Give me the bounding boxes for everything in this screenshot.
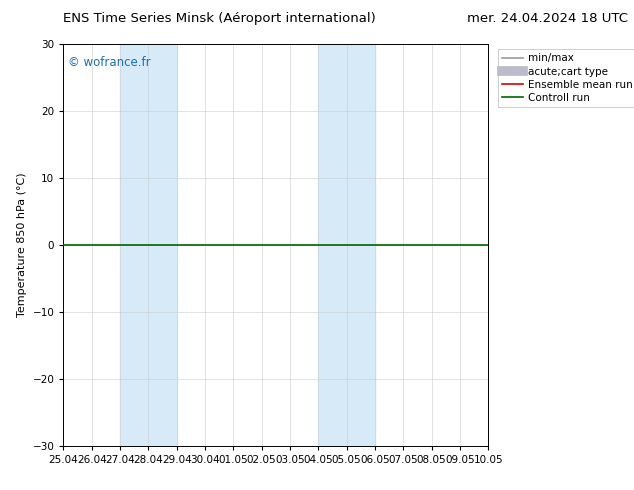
Text: ENS Time Series Minsk (Aéroport international): ENS Time Series Minsk (Aéroport internat…	[63, 12, 376, 25]
Bar	[318, 44, 375, 446]
Text: mer. 24.04.2024 18 UTC: mer. 24.04.2024 18 UTC	[467, 12, 628, 25]
Y-axis label: Temperature 850 hPa (°C): Temperature 850 hPa (°C)	[17, 172, 27, 318]
Bar	[120, 44, 177, 446]
Legend: min/max, acute;cart type, Ensemble mean run, Controll run: min/max, acute;cart type, Ensemble mean …	[498, 49, 634, 107]
Text: © wofrance.fr: © wofrance.fr	[68, 56, 150, 69]
